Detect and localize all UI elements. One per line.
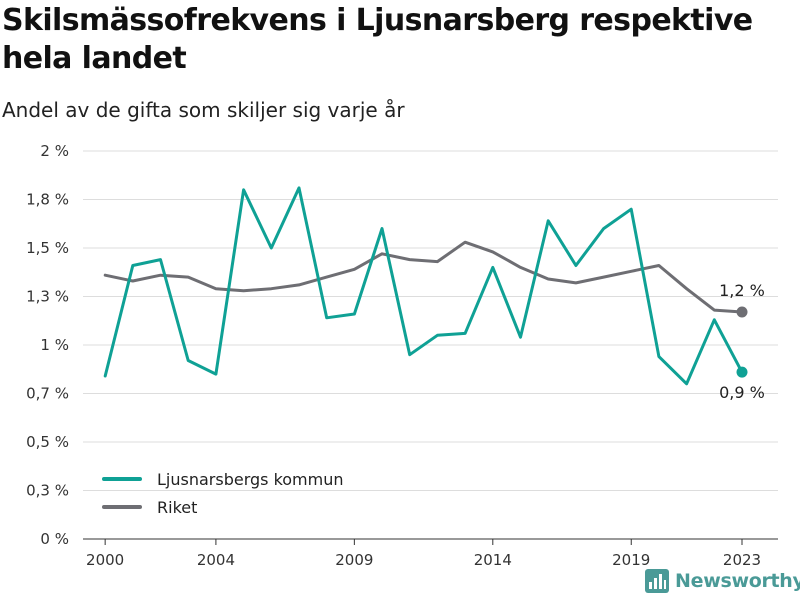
y-tick-label: 0,5 % (26, 433, 69, 451)
series-lines (103, 186, 748, 386)
x-tick-label: 2023 (723, 551, 761, 569)
x-tick-label: 2000 (86, 551, 124, 569)
y-tick-label: 0,3 % (26, 482, 69, 500)
end-label-ljusnarsberg: 0,9 % (719, 383, 765, 402)
y-tick-label: 2 % (40, 142, 69, 160)
bar-chart-logo-icon (645, 569, 669, 593)
chart-subtitle: Andel av de gifta som skiljer sig varje … (2, 98, 405, 122)
end-labels: 0,9 % 1,2 % (719, 281, 765, 402)
end-label-riket: 1,2 % (719, 281, 765, 300)
end-point-marker (736, 306, 748, 318)
gridlines (83, 150, 778, 540)
x-tick-label: 2019 (612, 551, 650, 569)
end-point-marker (736, 366, 748, 378)
y-tick-label: 1,3 % (26, 288, 69, 306)
legend-label: Ljusnarsbergs kommun (157, 470, 344, 489)
legend-label: Riket (157, 498, 197, 517)
y-tick-label: 1 % (40, 336, 69, 354)
x-tick-label: 2014 (474, 551, 512, 569)
x-tick-label: 2004 (197, 551, 235, 569)
brand-name: Newsworthy (675, 570, 800, 592)
series-line-riket (103, 240, 744, 314)
y-tick-label: 0,7 % (26, 385, 69, 403)
y-axis-ticks: 0 % 0,3 % 0,5 % 0,7 % 1 % 1,3 % 1,5 % 1,8 % 2 % (26, 142, 69, 548)
legend: Ljusnarsbergs kommun Riket (102, 470, 344, 517)
series-line-ljusnarsberg (103, 186, 744, 386)
x-tick-label: 2009 (335, 551, 373, 569)
newsworthy-logo: Newsworthy (645, 569, 800, 593)
y-tick-label: 1,8 % (26, 191, 69, 209)
chart-title: Skilsmässofrekvens i Ljusnarsberg respek… (2, 3, 753, 76)
x-axis: 2000 2004 2009 2014 2019 2023 (86, 539, 761, 569)
y-tick-label: 1,5 % (26, 239, 69, 257)
y-tick-label: 0 % (40, 530, 69, 548)
